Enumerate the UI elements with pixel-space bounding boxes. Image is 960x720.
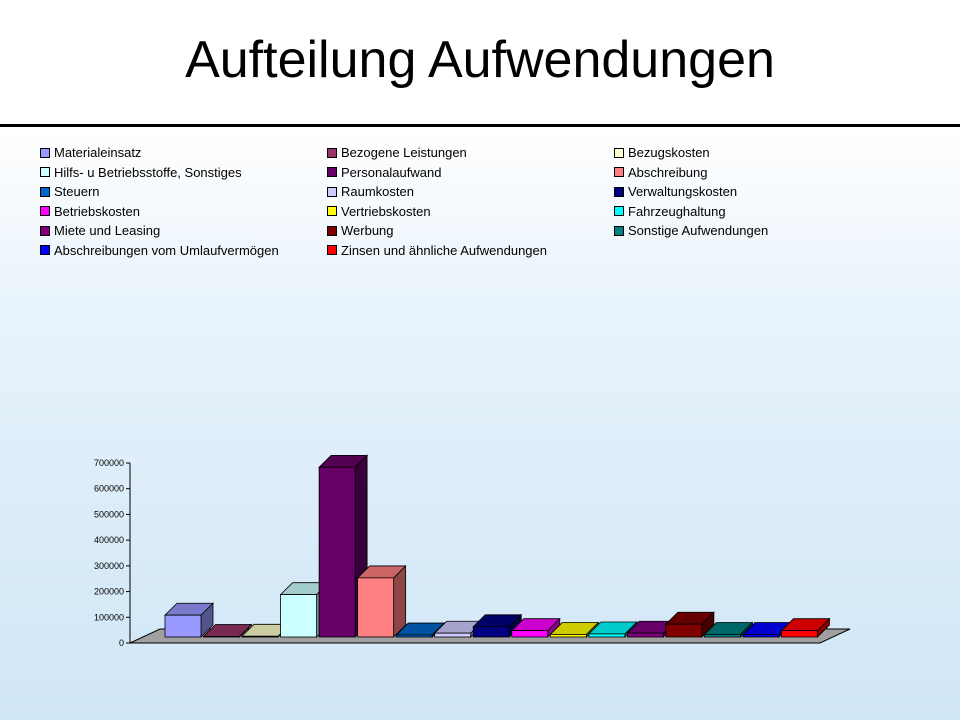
title-divider bbox=[0, 124, 960, 127]
legend-label: Raumkosten bbox=[341, 184, 414, 200]
y-tick-label: 300000 bbox=[94, 561, 124, 571]
bar bbox=[318, 466, 356, 638]
legend-label: Betriebskosten bbox=[54, 203, 140, 219]
legend-item: Hilfs- u Betriebsstoffe, Sonstiges bbox=[40, 163, 327, 183]
legend-swatch bbox=[40, 167, 50, 178]
legend-swatch bbox=[327, 225, 337, 236]
bar bbox=[164, 614, 202, 638]
bar bbox=[241, 635, 279, 638]
y-tick-label: 400000 bbox=[94, 535, 124, 545]
bar bbox=[511, 630, 549, 638]
bar bbox=[472, 626, 510, 638]
bar bbox=[549, 634, 587, 638]
y-tick-label: 100000 bbox=[94, 612, 124, 622]
legend-item: Vertriebskosten bbox=[327, 202, 614, 222]
legend-label: Personalaufwand bbox=[341, 164, 442, 180]
bar bbox=[434, 632, 472, 638]
legend-item: Werbung bbox=[327, 221, 614, 241]
legend-label: Sonstige Aufwendungen bbox=[628, 223, 769, 239]
bar bbox=[626, 632, 664, 638]
bar bbox=[665, 623, 703, 638]
legend-swatch bbox=[327, 147, 337, 158]
bar bbox=[742, 634, 780, 638]
bar bbox=[280, 594, 317, 638]
legend-swatch bbox=[614, 206, 624, 217]
legend-label: Vertriebskosten bbox=[341, 203, 431, 219]
y-tick-label: 200000 bbox=[94, 587, 124, 597]
y-tick-label: 700000 bbox=[94, 458, 124, 468]
legend-label: Fahrzeughaltung bbox=[628, 203, 726, 219]
legend-label: Verwaltungskosten bbox=[628, 184, 738, 200]
legend-label: Bezugskosten bbox=[628, 145, 710, 161]
legend-swatch bbox=[327, 206, 337, 217]
bar bbox=[357, 577, 395, 638]
legend-swatch bbox=[614, 186, 624, 197]
legend-swatch bbox=[40, 245, 50, 256]
y-tick-label: 500000 bbox=[94, 509, 124, 519]
legend-item: Abschreibungen vom Umlaufvermögen bbox=[40, 241, 327, 261]
legend-label: Bezogene Leistungen bbox=[341, 145, 467, 161]
legend-item: Bezogene Leistungen bbox=[327, 143, 614, 163]
legend-item: Sonstige Aufwendungen bbox=[614, 221, 900, 241]
slide-title: Aufteilung Aufwendungen bbox=[185, 31, 775, 89]
legend-swatch bbox=[40, 225, 50, 236]
legend-item: Verwaltungskosten bbox=[614, 182, 900, 202]
bar bbox=[588, 633, 626, 638]
legend-item: Personalaufwand bbox=[327, 163, 614, 183]
y-tick-label: 600000 bbox=[94, 484, 124, 494]
legend-item: Abschreibung bbox=[614, 163, 900, 183]
legend-swatch bbox=[40, 147, 50, 158]
bar bbox=[395, 634, 433, 638]
legend-swatch bbox=[40, 186, 50, 197]
legend-label: Abschreibung bbox=[628, 164, 708, 180]
legend-label: Abschreibungen vom Umlaufvermögen bbox=[54, 242, 279, 258]
bar bbox=[781, 630, 818, 638]
legend-swatch bbox=[327, 167, 337, 178]
legend-item: Betriebskosten bbox=[40, 202, 327, 222]
chart-legend: Materialeinsatz Bezogene Leistungen Bezug… bbox=[40, 143, 900, 260]
legend-swatch bbox=[327, 245, 337, 256]
legend-swatch bbox=[327, 186, 337, 197]
legend-swatch bbox=[40, 206, 50, 217]
legend-label: Werbung bbox=[341, 223, 394, 239]
legend-item: Materialeinsatz bbox=[40, 143, 327, 163]
legend-label: Materialeinsatz bbox=[54, 145, 142, 161]
legend-label: Hilfs- u Betriebsstoffe, Sonstiges bbox=[54, 164, 242, 180]
legend-label: Steuern bbox=[54, 184, 100, 200]
legend-item: Fahrzeughaltung bbox=[614, 202, 900, 222]
legend-item: Zinsen und ähnliche Aufwendungen bbox=[327, 241, 614, 261]
legend-item: Bezugskosten bbox=[614, 143, 900, 163]
bar bbox=[203, 636, 240, 638]
legend-item: Steuern bbox=[40, 182, 327, 202]
legend-label: Zinsen und ähnliche Aufwendungen bbox=[341, 242, 547, 258]
bar bbox=[704, 634, 741, 638]
legend-swatch bbox=[614, 225, 624, 236]
legend-item: Raumkosten bbox=[327, 182, 614, 202]
legend-item: Miete und Leasing bbox=[40, 221, 327, 241]
legend-swatch bbox=[614, 167, 624, 178]
legend-label: Miete und Leasing bbox=[54, 223, 161, 239]
legend-swatch bbox=[614, 147, 624, 158]
y-tick-label: 0 bbox=[119, 638, 124, 648]
